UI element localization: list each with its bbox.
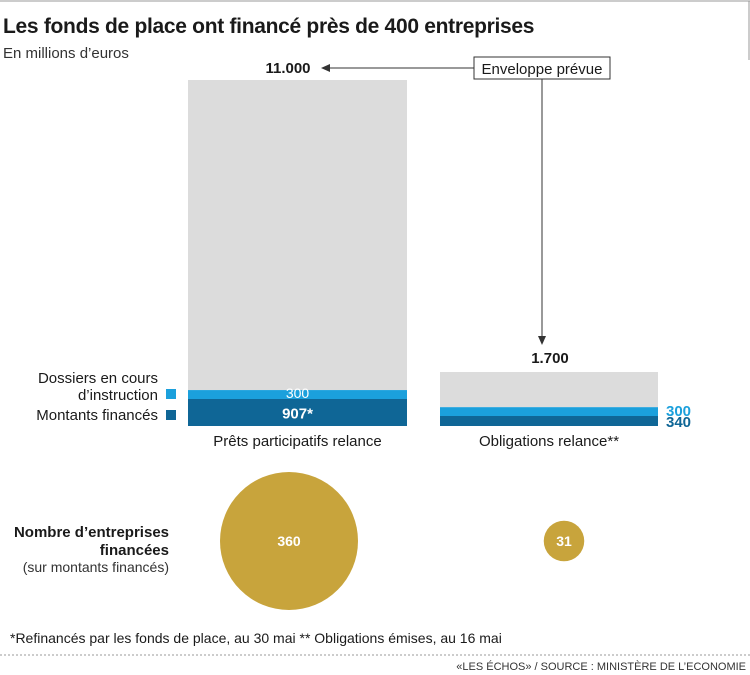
bubble-label-0: 360 [277,533,301,549]
envelope-arrow-down-head [538,336,546,345]
bubble-1 [543,520,585,562]
category-label-0: Prêts participatifs relance [213,433,381,450]
legend-swatch-financed [166,410,176,420]
bar-envelope-1 [440,372,658,408]
label-financed-1: 340 [666,414,691,431]
legend-instruction-line1: Dossiers en cours [38,370,158,387]
label-envelope-1: 1.700 [531,350,569,367]
chart-title: Les fonds de place ont financé près de 4… [3,15,534,38]
bubble-label-1: 31 [556,533,572,549]
legend-financed: Montants financés [36,407,158,424]
bubbles-subtitle: (sur montants financés) [23,559,169,575]
category-label-1: Obligations relance** [479,433,619,450]
label-instruction-1: 300 [666,403,691,420]
label-financed-0: 907* [282,406,313,423]
bubbles-title-line2: financées [100,542,169,559]
bubble-0 [220,472,358,610]
legend-instruction-line2: d’instruction [78,387,158,404]
envelope-label: Enveloppe prévue [482,61,603,78]
label-envelope-0: 11.000 [265,60,310,77]
bubbles-title-line1: Nombre d’entreprises [14,524,169,541]
bubbles-group: 360 31 [220,472,585,610]
bar-instruction-1 [440,407,658,416]
bars-group: 11.000 Prêts participatifs relance 300 907*… [188,60,691,450]
legend-swatch-instruction [166,389,176,399]
bar-financed-1 [440,416,658,426]
chart-subtitle: En millions d’euros [3,45,129,62]
bar-instruction-0 [188,390,407,399]
source: «LES ÉCHOS» / SOURCE : MINISTÈRE DE L’EC… [456,660,746,673]
bar-financed-0 [188,399,407,426]
envelope-arrow-left-head [321,64,330,72]
bar-envelope-0 [188,80,407,391]
label-instruction-0: 300 [286,385,310,401]
footnote: *Refinancés par les fonds de place, au 3… [10,630,502,646]
